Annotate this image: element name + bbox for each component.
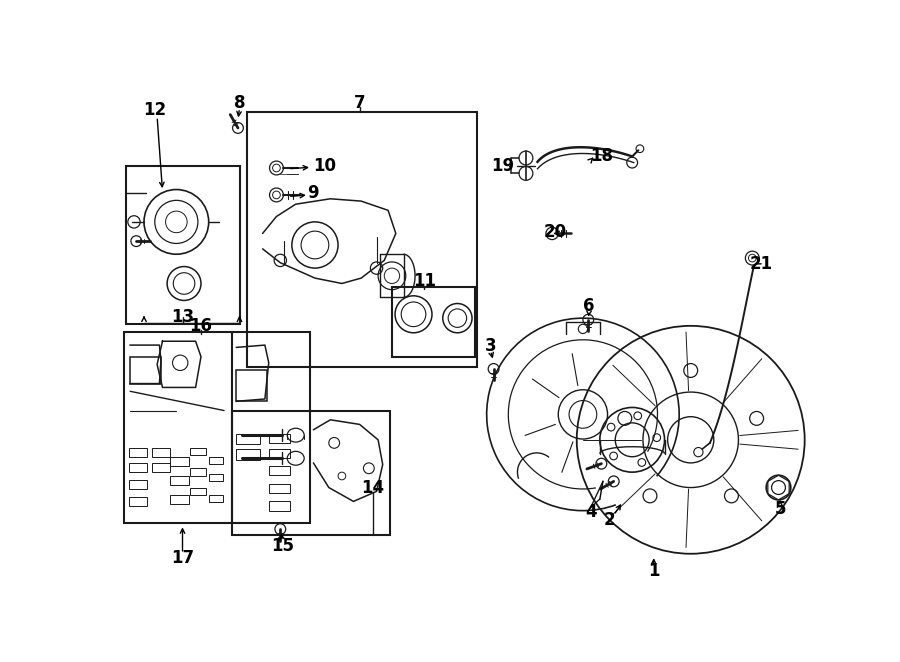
Text: 19: 19	[491, 157, 515, 175]
Text: 12: 12	[143, 101, 166, 119]
Bar	[190, 468, 205, 476]
Text: 2: 2	[603, 511, 615, 529]
Text: 7: 7	[354, 93, 365, 111]
Text: 14: 14	[361, 479, 384, 496]
Bar	[269, 434, 291, 443]
Bar	[237, 371, 267, 401]
Bar	[392, 287, 475, 357]
Bar	[209, 457, 222, 463]
Text: 5: 5	[774, 500, 786, 518]
Bar	[129, 448, 147, 457]
Bar	[190, 448, 205, 455]
Bar	[269, 466, 291, 475]
Text: 1: 1	[648, 561, 660, 580]
Bar	[126, 166, 240, 324]
Bar	[170, 476, 189, 485]
Bar	[170, 457, 189, 466]
Text: 6: 6	[583, 297, 595, 315]
Text: 21: 21	[750, 256, 773, 273]
Text: 17: 17	[171, 549, 194, 567]
Text: 9: 9	[308, 185, 320, 203]
Text: 8: 8	[234, 93, 245, 111]
Bar	[129, 480, 147, 489]
Bar	[152, 448, 170, 457]
Bar	[130, 357, 161, 383]
Text: 3: 3	[485, 337, 496, 355]
Text: 20: 20	[544, 223, 567, 241]
Bar	[269, 484, 291, 493]
Bar	[248, 112, 477, 367]
Bar	[170, 495, 189, 504]
Bar	[129, 463, 147, 472]
Text: 18: 18	[590, 148, 613, 166]
Text: 4: 4	[585, 503, 597, 521]
Text: 11: 11	[413, 272, 436, 290]
Text: 10: 10	[312, 157, 336, 175]
Bar	[129, 496, 147, 506]
Bar	[152, 463, 170, 472]
Text: 13: 13	[171, 308, 194, 326]
Bar	[209, 474, 222, 481]
Text: 15: 15	[271, 537, 294, 555]
Bar	[237, 449, 259, 460]
Bar	[124, 332, 310, 523]
Bar	[269, 501, 291, 510]
Bar	[232, 410, 390, 536]
Bar	[209, 495, 222, 502]
Bar	[237, 434, 259, 444]
Bar	[190, 487, 205, 495]
Bar	[269, 449, 291, 458]
Text: 16: 16	[190, 317, 212, 335]
